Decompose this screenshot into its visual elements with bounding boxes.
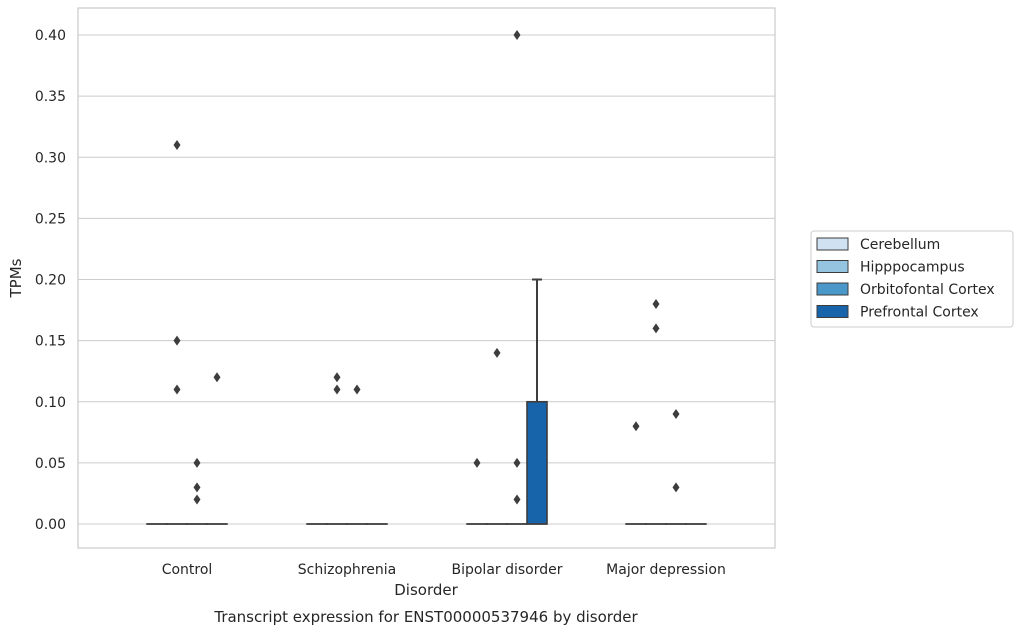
legend-item: Hipppocampus xyxy=(816,260,965,276)
x-axis-label: Disorder xyxy=(394,581,458,599)
legend-label: Orbitofontal Cortex xyxy=(860,282,995,298)
x-tick-label: Bipolar disorder xyxy=(451,562,562,578)
legend-label: Hipppocampus xyxy=(860,260,965,276)
box-1-1 xyxy=(326,372,348,525)
y-tick-labels: 0.00 0.05 0.10 0.15 0.20 0.25 0.30 0.35 0.40 xyxy=(35,28,66,533)
outlier-point xyxy=(333,384,341,395)
outlier-point xyxy=(353,384,361,395)
box-2-1 xyxy=(486,347,508,525)
legend-label: Cerebellum xyxy=(860,237,940,253)
outlier-point xyxy=(513,30,521,40)
y-tick-label: 0.10 xyxy=(35,395,66,411)
y-tick-label: 0.00 xyxy=(35,517,66,533)
outlier-point xyxy=(672,408,680,419)
x-tick-label: Schizophrenia xyxy=(298,562,396,578)
chart-caption: Transcript expression for ENST0000053794… xyxy=(213,608,638,626)
outlier-point xyxy=(173,140,181,151)
outlier-point xyxy=(672,482,680,493)
outlier-point xyxy=(652,323,660,334)
outlier-point xyxy=(513,457,521,468)
plot-marks xyxy=(146,30,707,525)
box-2-2 xyxy=(506,30,528,525)
outlier-point xyxy=(493,347,501,358)
y-tick-label: 0.15 xyxy=(35,334,66,350)
box-0-2 xyxy=(186,457,208,525)
plot-frame xyxy=(77,7,776,549)
legend-swatch xyxy=(816,305,849,318)
y-tick-label: 0.20 xyxy=(35,273,66,289)
legend-swatch xyxy=(816,260,849,273)
box-3-1 xyxy=(645,298,667,525)
legend-item: Prefrontal Cortex xyxy=(816,305,979,321)
legend-item: Orbitofontal Cortex xyxy=(816,282,995,298)
box-body xyxy=(526,400,548,525)
y-tick-label: 0.35 xyxy=(35,89,66,105)
x-tick-label: Major depression xyxy=(606,562,726,578)
legend-frame xyxy=(810,230,1014,328)
grid-lines xyxy=(78,34,775,525)
box-1-2 xyxy=(346,384,368,525)
outlier-point xyxy=(333,372,341,383)
legend-label: Prefrontal Cortex xyxy=(860,305,979,321)
outlier-point xyxy=(473,457,481,468)
box-3-0 xyxy=(625,421,647,525)
box-0-1 xyxy=(166,140,188,525)
y-tick-label: 0.30 xyxy=(35,150,66,166)
y-tick-label: 0.05 xyxy=(35,456,66,472)
x-tick-labels: Control Schizophrenia Bipolar disorder Majo… xyxy=(162,562,726,578)
outlier-point xyxy=(652,298,660,309)
box-3-2 xyxy=(665,408,687,525)
outlier-point xyxy=(173,384,181,395)
y-tick-label: 0.25 xyxy=(35,211,66,227)
outlier-point xyxy=(632,421,640,432)
outlier-point xyxy=(193,482,201,493)
box-0-3 xyxy=(206,372,228,525)
outlier-point xyxy=(213,372,221,383)
legend-swatch xyxy=(816,237,849,251)
box-2-0 xyxy=(466,457,488,525)
legend-swatch xyxy=(816,282,849,296)
legend: Cerebellum Hipppocampus Orbitofontal Corte… xyxy=(810,230,1014,328)
box-2-3 xyxy=(526,278,548,525)
outlier-point xyxy=(173,335,181,346)
outlier-point xyxy=(193,494,201,505)
legend-item: Cerebellum xyxy=(816,237,940,253)
y-axis-label: TPMs xyxy=(7,258,25,298)
x-tick-label: Control xyxy=(162,562,213,578)
outlier-point xyxy=(193,457,201,468)
y-tick-label: 0.40 xyxy=(35,28,66,44)
outlier-point xyxy=(513,494,521,505)
